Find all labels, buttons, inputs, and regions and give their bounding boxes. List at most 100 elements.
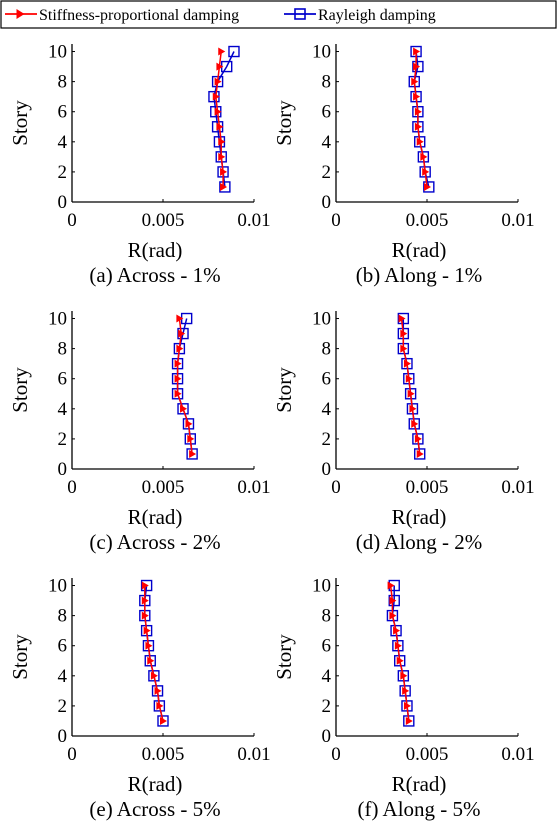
y-tick-label: 4 [58, 399, 68, 420]
series-line-stiffness [389, 585, 410, 722]
point-rayleigh [388, 594, 400, 607]
x-tick-label: 0.005 [406, 477, 449, 498]
point-stiffness [400, 344, 408, 353]
series-rayleigh [171, 312, 198, 460]
series-line-stiffness [215, 51, 224, 187]
y-tick-label: 2 [58, 162, 68, 183]
y-tick-label: 4 [322, 666, 332, 687]
panels: 0 2 4 6 8 10 0 0.005 0.01 R(rad) Story (a) Across -… [8, 42, 535, 821]
x-axis-label: R(rad) [128, 238, 183, 262]
series-rayleigh [408, 45, 435, 193]
point-stiffness [178, 329, 186, 338]
panel-caption: (d) Along - 2% [356, 530, 483, 554]
x-tick-label: 0.01 [501, 477, 534, 498]
series-stiffness [411, 47, 431, 191]
x-tick-label: 0 [331, 744, 341, 765]
point-stiffness [414, 107, 422, 116]
x-axis-label: R(rad) [128, 772, 183, 796]
point-stiffness [150, 671, 158, 680]
x-axis-label: R(rad) [128, 505, 183, 529]
point-stiffness [407, 389, 415, 398]
panel-caption: (c) Across - 2% [89, 530, 220, 554]
y-tick-label: 6 [58, 636, 68, 657]
point-stiffness [174, 389, 182, 398]
y-tick-label: 10 [48, 309, 67, 330]
point-stiffness [185, 419, 193, 428]
point-stiffness [218, 47, 226, 56]
panel-caption: (e) Across - 5% [89, 797, 220, 821]
point-stiffness [220, 182, 228, 191]
point-stiffness [393, 626, 401, 635]
point-stiffness [189, 449, 197, 458]
x-tick-label: 0.005 [142, 477, 185, 498]
panel-1: 0 2 4 6 8 10 0 0.005 0.01 R(rad) Story (a) Across -… [8, 42, 271, 287]
series-line-stiffness [144, 585, 164, 722]
point-stiffness [398, 314, 406, 323]
x-axis-label: R(rad) [392, 238, 447, 262]
point-stiffness [218, 152, 226, 161]
point-stiffness [411, 419, 419, 428]
x-tick-label: 0.01 [501, 210, 534, 231]
series-line-stiffness [413, 51, 428, 188]
y-tick-label: 8 [322, 606, 332, 627]
x-tick-label: 0 [331, 210, 341, 231]
point-stiffness [154, 686, 162, 695]
y-tick-label: 6 [322, 369, 332, 390]
point-stiffness [416, 449, 424, 458]
y-tick-label: 4 [322, 399, 332, 420]
legend-entry-rayleigh: Rayleigh damping [284, 7, 436, 24]
panel-caption: (a) Across - 1% [89, 263, 220, 287]
point-stiffness [414, 122, 422, 131]
point-stiffness [220, 167, 228, 176]
series-rayleigh [208, 45, 240, 193]
point-stiffness [400, 671, 408, 680]
point-rayleigh [228, 45, 240, 58]
panel-caption: (f) Along - 5% [357, 797, 480, 821]
y-tick-label: 10 [312, 576, 331, 597]
y-tick-label: 2 [58, 429, 68, 450]
point-stiffness [147, 656, 155, 665]
x-tick-label: 0 [67, 744, 77, 765]
y-tick-label: 2 [322, 696, 332, 717]
point-stiffness [216, 62, 224, 71]
point-stiffness [141, 611, 149, 620]
x-tick-label: 0 [331, 477, 341, 498]
y-tick-label: 0 [58, 192, 68, 213]
series-stiffness [141, 581, 167, 725]
y-axis-label: Story [8, 634, 32, 680]
x-axis-label: R(rad) [392, 505, 447, 529]
point-stiffness [389, 596, 397, 605]
x-tick-label: 0.01 [237, 210, 270, 231]
y-tick-label: 6 [58, 102, 68, 123]
point-rayleigh [177, 403, 189, 415]
point-stiffness [174, 374, 182, 383]
y-tick-label: 2 [58, 696, 68, 717]
y-axis-label: Story [272, 634, 296, 680]
point-stiffness [411, 77, 419, 86]
series-stiffness [174, 314, 197, 458]
point-stiffness [405, 374, 413, 383]
point-stiffness [405, 716, 413, 725]
point-stiffness [214, 77, 222, 86]
y-tick-label: 8 [58, 72, 68, 93]
y-tick-label: 10 [48, 42, 67, 63]
y-tick-label: 4 [58, 132, 68, 153]
point-stiffness [403, 359, 411, 368]
point-rayleigh [140, 579, 153, 592]
legend-box [0, 0, 557, 29]
point-stiffness [176, 344, 184, 353]
point-stiffness [413, 47, 421, 56]
series-stiffness [398, 314, 424, 458]
y-axis-label: Story [8, 100, 32, 146]
point-stiffness [402, 686, 410, 695]
x-tick-label: 0.005 [406, 210, 449, 231]
point-stiffness [409, 404, 417, 413]
y-tick-label: 0 [58, 459, 68, 480]
y-tick-label: 10 [312, 42, 331, 63]
point-stiffness [424, 182, 431, 191]
point-rayleigh [397, 312, 410, 325]
point-stiffness [212, 92, 220, 101]
panel-6: 0 2 4 6 8 10 0 0.005 0.01 R(rad) Story (f) Along - … [272, 576, 535, 821]
legend-entry-stiffness: Stiffness-proportional damping [5, 7, 239, 24]
